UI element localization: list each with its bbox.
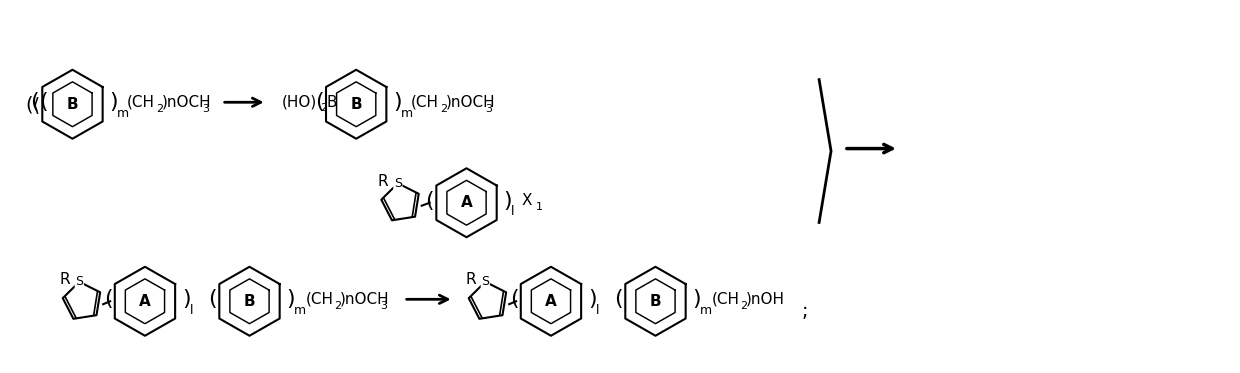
Text: S: S bbox=[76, 275, 83, 288]
Text: 2: 2 bbox=[320, 103, 327, 113]
Text: (⟨: (⟨ bbox=[25, 95, 40, 114]
Text: 3: 3 bbox=[379, 301, 387, 311]
Text: (: ( bbox=[30, 92, 38, 112]
Text: 3: 3 bbox=[486, 104, 492, 114]
Text: l: l bbox=[595, 304, 599, 317]
Text: X: X bbox=[521, 193, 532, 208]
Text: ;: ; bbox=[802, 302, 808, 321]
Text: m: m bbox=[401, 107, 413, 120]
Text: R: R bbox=[465, 272, 476, 287]
Text: ): ) bbox=[109, 92, 118, 112]
Text: l: l bbox=[511, 205, 515, 218]
Text: R: R bbox=[378, 173, 388, 189]
Text: 1: 1 bbox=[536, 202, 543, 212]
Text: S: S bbox=[394, 177, 402, 190]
Text: 3: 3 bbox=[202, 104, 208, 114]
Text: A: A bbox=[460, 195, 472, 210]
Text: A: A bbox=[139, 294, 151, 309]
Text: ): ) bbox=[286, 289, 295, 309]
Text: B: B bbox=[326, 95, 337, 110]
Text: ): ) bbox=[588, 289, 596, 309]
Text: (: ( bbox=[104, 289, 113, 309]
Text: )nOCH: )nOCH bbox=[446, 95, 496, 110]
Text: (: ( bbox=[510, 289, 518, 309]
Text: 2: 2 bbox=[440, 104, 446, 114]
Text: ): ) bbox=[182, 289, 191, 309]
Text: 2: 2 bbox=[334, 301, 341, 311]
Text: (: ( bbox=[425, 191, 434, 211]
Text: (: ( bbox=[40, 92, 48, 112]
Text: 2: 2 bbox=[156, 104, 164, 114]
Text: (: ( bbox=[614, 289, 622, 309]
Text: ): ) bbox=[692, 289, 701, 309]
Text: (: ( bbox=[315, 92, 324, 112]
Text: m: m bbox=[701, 304, 713, 317]
Text: (: ( bbox=[208, 289, 217, 309]
Text: (CH: (CH bbox=[712, 292, 740, 307]
Text: m: m bbox=[294, 304, 306, 317]
Text: (HO): (HO) bbox=[281, 95, 316, 110]
Text: B: B bbox=[244, 294, 255, 309]
Text: ): ) bbox=[503, 191, 512, 211]
Text: )nOH: )nOH bbox=[746, 292, 785, 307]
Text: ): ) bbox=[393, 92, 402, 112]
Text: B: B bbox=[650, 294, 661, 309]
Text: A: A bbox=[546, 294, 557, 309]
Text: )nOCH: )nOCH bbox=[340, 292, 389, 307]
Text: R: R bbox=[60, 272, 69, 287]
Text: (CH: (CH bbox=[128, 95, 155, 110]
Text: (CH: (CH bbox=[306, 292, 335, 307]
Text: l: l bbox=[190, 304, 193, 317]
Text: S: S bbox=[481, 275, 490, 288]
Text: B: B bbox=[351, 97, 362, 112]
Text: m: m bbox=[118, 107, 129, 120]
Text: (CH: (CH bbox=[410, 95, 439, 110]
Text: B: B bbox=[67, 97, 78, 112]
Text: )nOCH: )nOCH bbox=[162, 95, 212, 110]
Text: 2: 2 bbox=[740, 301, 748, 311]
